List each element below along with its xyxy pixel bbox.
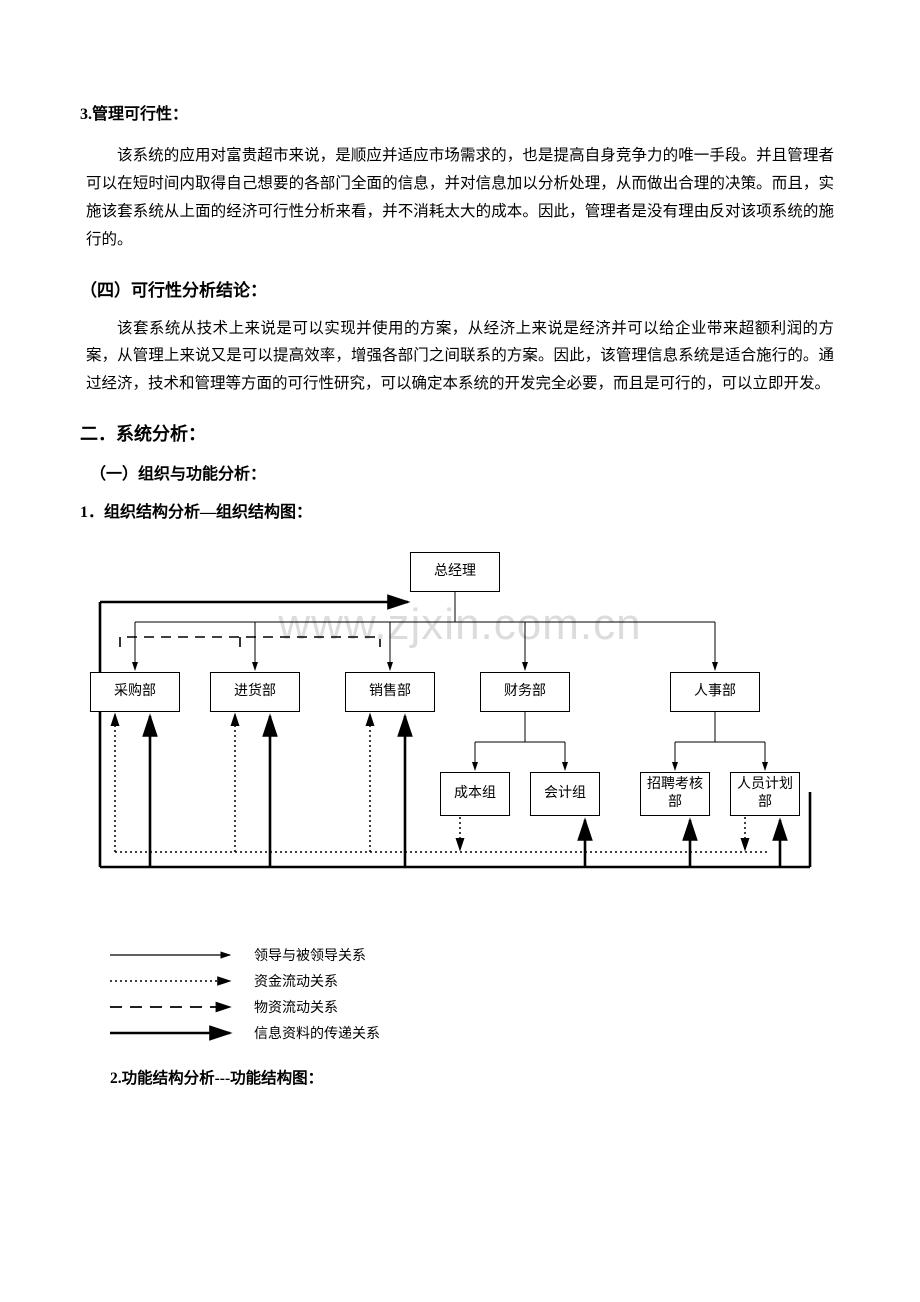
legend-label: 资金流动关系 <box>254 971 338 991</box>
node-caigou: 采购部 <box>90 672 180 712</box>
node-zhaopin: 招聘考核部 <box>640 772 710 816</box>
legend-row: 物资流动关系 <box>110 994 840 1020</box>
node-chengben: 成本组 <box>440 772 510 816</box>
legend-line-icon <box>110 975 240 987</box>
legend-line-icon <box>110 1001 240 1013</box>
node-renyuan: 人员计划部 <box>730 772 800 816</box>
function-structure-heading: 2.功能结构分析---功能结构图： <box>110 1066 840 1088</box>
legend-label: 物资流动关系 <box>254 997 338 1017</box>
section-4-paragraph: 该套系统从技术上来说是可以实现并使用的方案，从经济上来说是经济并可以给企业带来超… <box>80 315 840 399</box>
legend-row: 领导与被领导关系 <box>110 942 840 968</box>
node-caiwu: 财务部 <box>480 672 570 712</box>
node-gm: 总经理 <box>410 552 500 592</box>
org-chart: 总经理 采购部 进货部 销售部 财务部 人事部 成本组 会计组 招聘考核部 人员… <box>80 542 840 932</box>
legend: 领导与被领导关系 资金流动关系 物资流动关系 信息资料的传递关系 <box>110 942 840 1046</box>
part2-title: 二．系统分析： <box>80 420 840 446</box>
legend-row: 资金流动关系 <box>110 968 840 994</box>
org-chart-connectors <box>80 542 840 932</box>
legend-line-icon <box>110 949 240 961</box>
legend-label: 信息资料的传递关系 <box>254 1023 380 1043</box>
node-renshi: 人事部 <box>670 672 760 712</box>
node-kuaiji: 会计组 <box>530 772 600 816</box>
legend-row: 信息资料的传递关系 <box>110 1020 840 1046</box>
section-4-title: （四）可行性分析结论： <box>80 276 840 301</box>
legend-line-icon <box>110 1027 240 1039</box>
part2-sub1-title: （一）组织与功能分析： <box>90 460 840 484</box>
node-jinhuo: 进货部 <box>210 672 300 712</box>
node-xiaoshou: 销售部 <box>345 672 435 712</box>
section-3-paragraph: 该系统的应用对富贵超市来说，是顺应并适应市场需求的，也是提高自身竞争力的唯一手段… <box>80 142 840 254</box>
org-structure-heading: 1．组织结构分析—组织结构图： <box>80 498 840 522</box>
legend-label: 领导与被领导关系 <box>254 945 366 965</box>
section-3-title: 3.管理可行性： <box>80 100 840 124</box>
